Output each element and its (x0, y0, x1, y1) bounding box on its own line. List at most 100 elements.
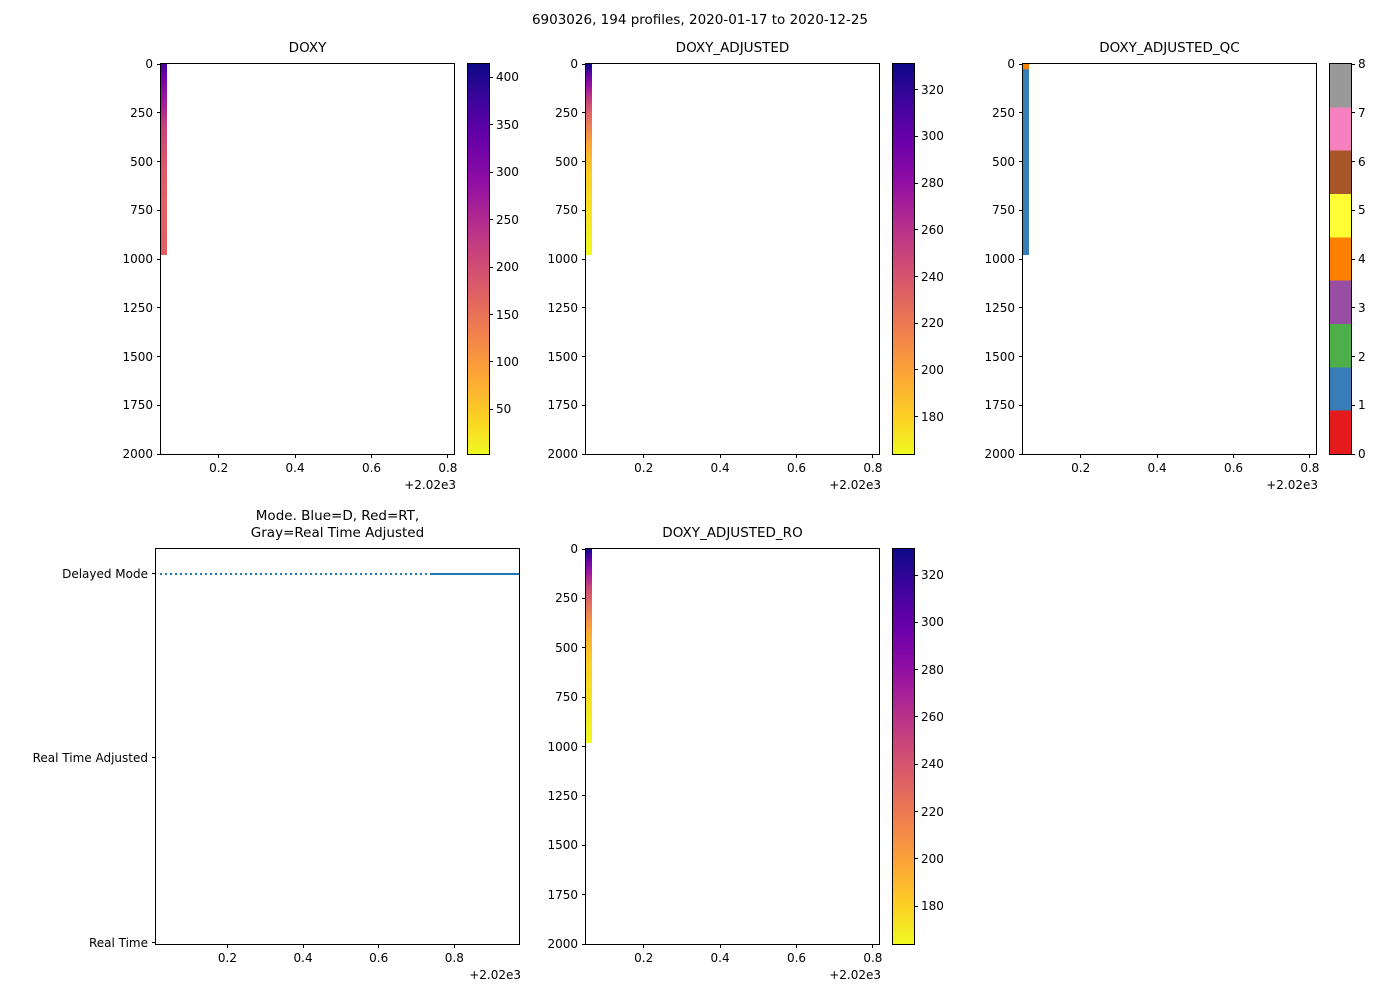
y-tick-mark (157, 258, 161, 260)
colorbar-tick-mark (914, 905, 918, 907)
y-tick-mark (157, 161, 161, 162)
colorbar-tick-mark (914, 858, 918, 860)
x-tick-mark (453, 944, 455, 948)
y-tick-mark (157, 453, 161, 455)
colorbar-tick-label: 6 (1358, 154, 1366, 169)
x-axis-offset-label: +2.02e3 (1266, 478, 1318, 492)
x-tick-mark (643, 454, 645, 458)
y-tick-mark (157, 356, 161, 357)
x-tick-label: 0.6 (369, 951, 389, 965)
subplot-doxy-adjusted-title: DOXY_ADJUSTED (675, 40, 790, 57)
x-tick-mark (226, 944, 228, 948)
y-tick-label: 0 (1007, 57, 1015, 71)
colorbar-tick-mark (914, 763, 918, 765)
subplot-mode-title: Mode. Blue=D, Red=RT, Gray=Real Time Adj… (250, 507, 425, 542)
y-tick-mark (582, 746, 586, 747)
x-tick-label: 0.2 (634, 461, 654, 475)
colorbar-tick-label: 7 (1358, 105, 1366, 120)
y-tick-label: 1000 (547, 739, 578, 754)
y-tick-mark (157, 209, 161, 211)
colorbar-tick-label: 4 (1358, 252, 1366, 266)
profile-data-strip (161, 64, 168, 256)
y-tick-mark (582, 112, 586, 114)
y-tick-mark (1019, 161, 1023, 162)
y-tick-label: 1250 (984, 300, 1015, 315)
colorbar-tick-mark (489, 171, 493, 173)
subplot-doxy-adjusted-ro: DOXY_ADJUSTED_RO 0 250 500 750 1000 1250 1500 1… (547, 525, 882, 982)
y-tick-mark (582, 258, 586, 260)
y-tick-label: 0 (145, 57, 153, 71)
y-tick-label: 750 (555, 690, 578, 705)
colorbar-tick-label: 200 (496, 260, 519, 275)
y-tick-mark (582, 696, 586, 698)
x-tick-label: 0.4 (285, 461, 305, 475)
colorbar-tick-mark (914, 369, 918, 371)
y-tick-mark (582, 453, 586, 455)
colorbar-tick-mark (489, 219, 493, 221)
x-tick-mark (872, 944, 874, 948)
y-tick-label: 0 (570, 542, 578, 556)
y-tick-mark (1019, 356, 1023, 357)
y-tick-label: 1750 (547, 398, 578, 413)
x-tick-mark (378, 944, 380, 948)
x-tick-label: 0.2 (217, 951, 237, 965)
subplot-doxy: DOXY 0 250 500 750 1000 1250 1500 1750 2000 0.2 0.… (122, 40, 457, 492)
x-axis-offset-label: +2.02e3 (829, 968, 881, 982)
colorbar-tick-mark (1351, 356, 1355, 357)
colorbar-tick-label: 200 (921, 851, 944, 866)
colorbar-tick-mark (914, 182, 918, 184)
y-tick-label: 1250 (547, 300, 578, 315)
mode-line-solid-segment (430, 572, 519, 576)
y-tick-label: 500 (555, 154, 578, 169)
y-tick-mark (582, 597, 586, 599)
y-category-label: Real Time (88, 935, 148, 950)
y-tick-label: 1500 (984, 349, 1015, 364)
y-tick-mark (582, 307, 586, 309)
x-tick-mark (872, 454, 874, 458)
colorbar-tick-mark (914, 416, 918, 418)
colorbar-tick-mark (914, 229, 918, 231)
y-tick-mark (1019, 307, 1023, 309)
colorbar-tick-mark (489, 314, 493, 315)
y-tick-mark (1019, 112, 1023, 114)
colorbar-tick-label: 400 (496, 70, 519, 85)
colorbar-doxy: 50 100 150 200 250 300 350 400 (467, 63, 519, 455)
colorbar-tick-mark (914, 621, 918, 623)
colorbar-doxy-adjusted-ro: 180 200 220 240 260 280 300 320 (892, 548, 944, 945)
y-tick-mark (157, 307, 161, 309)
x-tick-label: 0.6 (786, 461, 807, 475)
colorbar-tick-label: 240 (921, 757, 944, 772)
y-tick-label: 250 (992, 105, 1015, 120)
x-tick-mark (447, 454, 449, 458)
colorbar-tick-label: 0 (1358, 447, 1366, 461)
colorbar-tick-mark (489, 266, 493, 268)
x-tick-label: 0.4 (1147, 461, 1167, 475)
y-tick-mark (152, 757, 156, 759)
y-tick-label: 2000 (122, 447, 153, 461)
x-tick-label: 0.8 (438, 461, 458, 475)
subplot-mode: Mode. Blue=D, Red=RT, Gray=Real Time Adj… (33, 508, 521, 982)
colorbar-tick-label: 220 (921, 804, 944, 819)
x-tick-mark (1156, 454, 1158, 458)
x-axis-offset-label: +2.02e3 (404, 478, 456, 492)
y-tick-label: 500 (130, 154, 153, 169)
y-tick-mark (582, 894, 586, 896)
y-tick-mark (582, 943, 586, 945)
y-tick-mark (1019, 404, 1023, 406)
y-tick-label: 1750 (547, 887, 578, 902)
y-category-label: Real Time Adjusted (32, 750, 148, 765)
y-tick-label: 750 (555, 203, 578, 218)
colorbar-tick-mark (914, 322, 918, 324)
y-category-label: Delayed Mode (62, 566, 148, 581)
x-tick-mark (719, 454, 721, 458)
colorbar-tick-label: 240 (921, 269, 944, 284)
colorbar-tick-mark (489, 361, 493, 363)
x-tick-label: 0.4 (710, 461, 730, 475)
y-tick-label: 250 (555, 591, 578, 606)
x-tick-label: 0.8 (863, 951, 883, 965)
x-axis-offset-label: +2.02e3 (469, 968, 521, 982)
x-tick-mark (1232, 454, 1234, 458)
y-tick-mark (1019, 258, 1023, 260)
y-tick-mark (157, 63, 161, 65)
